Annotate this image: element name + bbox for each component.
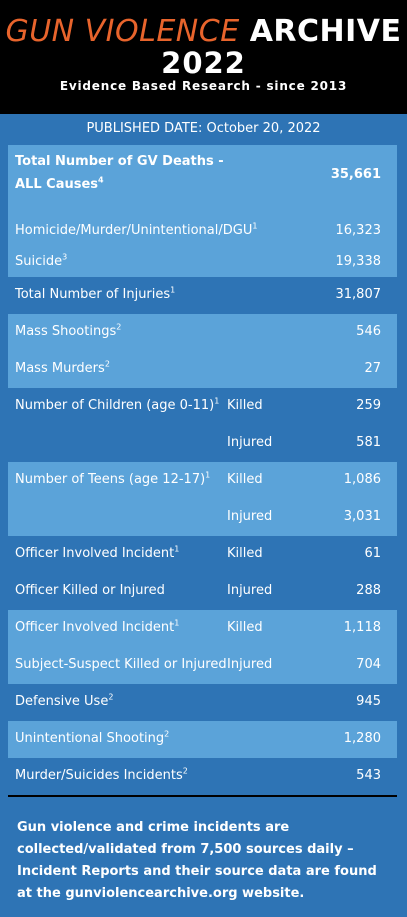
header: GUN VIOLENCE ARCHIVE 2022 Evidence Based… [0, 0, 407, 114]
row-total-deaths: Total Number of GV Deaths - ALL Causes4 … [8, 145, 397, 214]
page-title: GUN VIOLENCE ARCHIVE [0, 14, 407, 50]
row-sublabel: Killed [227, 398, 263, 413]
row-mass-murders: Mass Murders2 27 [8, 351, 397, 388]
row-value: 1,118 [343, 620, 381, 635]
row-homicide: Homicide/Murder/Unintentional/DGU1 16,32… [8, 214, 397, 248]
row-sublabel: Injured [227, 657, 273, 672]
row-murder-suicides: Murder/Suicides Incidents2 543 [8, 758, 397, 795]
row-defensive-use: Defensive Use2 945 [8, 684, 397, 721]
row-sublabel: Injured [227, 509, 273, 524]
row-value: 61 [364, 546, 381, 561]
footer-note: Gun violence and crime incidents are col… [17, 820, 377, 901]
row-value: 704 [356, 657, 381, 672]
row-label: Number of Children (age 0-11)1 [15, 396, 220, 413]
row-children-killed: Number of Children (age 0-11)1 Killed 25… [8, 388, 397, 425]
row-officer-incident-killed: Officer Involved Incident1 Killed 61 [8, 536, 397, 573]
row-total-injuries: Total Number of Injuries1 31,807 [8, 277, 397, 314]
row-sublabel: Injured [227, 583, 273, 598]
row-mass-shootings: Mass Shootings2 546 [8, 314, 397, 351]
row-value: 3,031 [343, 509, 381, 524]
row-label-2: ALL Causes4 [15, 175, 104, 192]
row-unintentional-shooting: Unintentional Shooting2 1,280 [8, 721, 397, 758]
row-value: 259 [356, 398, 381, 413]
row-value: 1,280 [343, 731, 381, 746]
row-sublabel: Injured [227, 435, 273, 450]
row-label: Unintentional Shooting2 [15, 729, 170, 746]
row-sublabel: Killed [227, 546, 263, 561]
subtitle: Evidence Based Research - since 2013 [59, 79, 348, 93]
row-label: Officer Killed or Injured [15, 583, 165, 598]
divider [8, 795, 397, 797]
row-sublabel: Killed [227, 472, 263, 487]
row-value: 543 [356, 768, 381, 783]
row-value: 945 [356, 694, 381, 709]
row-label: Homicide/Murder/Unintentional/DGU1 [15, 221, 258, 238]
row-value: 581 [356, 435, 381, 450]
row-value: 16,323 [335, 223, 382, 238]
row-label: Subject-Suspect Killed or Injured [15, 657, 227, 672]
row-value: 19,338 [335, 254, 382, 269]
row-value: 27 [364, 361, 381, 376]
row-children-injured: Injured 581 [8, 425, 397, 462]
row-teens-injured: Injured 3,031 [8, 499, 397, 536]
row-label: Number of Teens (age 12-17)1 [15, 470, 211, 487]
title-archive: ARCHIVE [249, 14, 402, 49]
row-label: Officer Involved Incident1 [15, 618, 180, 635]
row-label: Officer Involved Incident1 [15, 544, 180, 561]
title-year: 2022 [161, 46, 246, 80]
row-label: Mass Murders2 [15, 359, 110, 376]
row-value: 546 [356, 324, 381, 339]
row-label: Total Number of Injuries1 [15, 285, 176, 302]
row-label: Defensive Use2 [15, 692, 114, 709]
row-value: 31,807 [335, 287, 382, 302]
row-subject-suspect: Subject-Suspect Killed or Injured Injure… [8, 647, 397, 684]
row-value: 288 [356, 583, 381, 598]
row-label: Suicide3 [15, 252, 68, 269]
row-label: Mass Shootings2 [15, 322, 122, 339]
row-officer-killed-injured: Officer Killed or Injured Injured 288 [8, 573, 397, 610]
row-value: 35,661 [330, 167, 381, 182]
row-teens-killed: Number of Teens (age 12-17)1 Killed 1,08… [8, 462, 397, 499]
row-label: Murder/Suicides Incidents2 [15, 766, 188, 783]
row-officer-incident-subject-killed: Officer Involved Incident1 Killed 1,118 [8, 610, 397, 647]
published-date: PUBLISHED DATE: October 20, 2022 [86, 121, 321, 136]
row-value: 1,086 [343, 472, 381, 487]
row-sublabel: Killed [227, 620, 263, 635]
row-label: Total Number of GV Deaths - [15, 154, 224, 169]
title-gun-violence: GUN VIOLENCE [5, 14, 240, 49]
row-suicide: Suicide3 19,338 [8, 248, 397, 277]
stats-panel: PUBLISHED DATE: October 20, 2022 Total N… [0, 114, 407, 917]
